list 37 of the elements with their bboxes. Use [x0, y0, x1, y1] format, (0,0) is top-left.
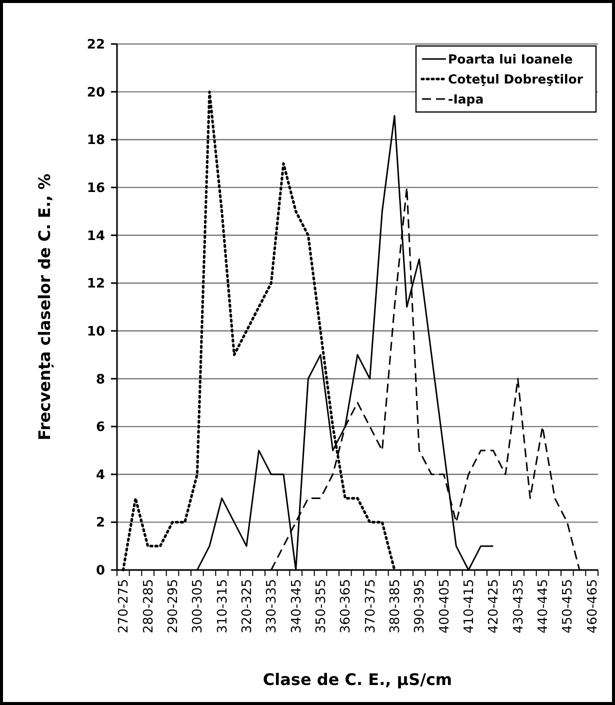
x-tick-label: 320-325 [240, 579, 256, 634]
y-tick-label: 6 [96, 420, 105, 436]
legend-label: Poarta lui Ioanele [448, 51, 573, 66]
y-tick-label: 12 [86, 276, 105, 292]
x-tick-label: 420-425 [486, 579, 502, 634]
y-tick-label: 14 [86, 228, 105, 244]
legend-label: -Iapa [448, 91, 484, 106]
y-tick-label: 0 [96, 564, 105, 579]
x-tick-label: 300-305 [190, 579, 206, 634]
x-tick-label: 380-385 [388, 579, 404, 634]
x-tick-label: 460-465 [585, 579, 600, 634]
x-tick-label: 430-435 [511, 579, 526, 634]
x-tick-label: 330-335 [264, 579, 280, 634]
x-tick-label: 410-415 [462, 579, 478, 634]
x-tick-label: 270-275 [116, 579, 132, 634]
y-tick-label: 10 [86, 324, 105, 340]
x-tick-label: 400-405 [437, 579, 452, 634]
x-tick-label: 440-445 [536, 579, 552, 634]
y-tick-label: 16 [86, 181, 105, 196]
x-tick-label: 350-355 [314, 579, 330, 634]
y-tick-label: 2 [96, 516, 105, 531]
y-tick-label: 4 [96, 468, 105, 483]
x-tick-label: 280-285 [141, 579, 156, 634]
y-tick-label: 20 [86, 85, 105, 100]
x-tick-label: 290-295 [166, 579, 182, 634]
x-tick-label: 340-345 [289, 579, 304, 634]
x-tick-label: 370-375 [363, 579, 378, 634]
x-tick-label: 360-365 [338, 579, 354, 634]
x-tick-label: 390-395 [412, 579, 428, 634]
y-tick-label: 18 [86, 133, 105, 148]
x-tick-label: 450-455 [560, 579, 576, 634]
x-axis-title: Clase de C. E., µS/cm [262, 670, 452, 689]
y-tick-label: 8 [96, 372, 105, 388]
y-tick-label: 22 [86, 38, 105, 53]
x-tick-label: 310-315 [215, 579, 230, 634]
legend-label: Coteţul Dobreştilor [448, 71, 584, 86]
y-axis-title: Frecvența claselor de C. E., % [35, 174, 54, 440]
